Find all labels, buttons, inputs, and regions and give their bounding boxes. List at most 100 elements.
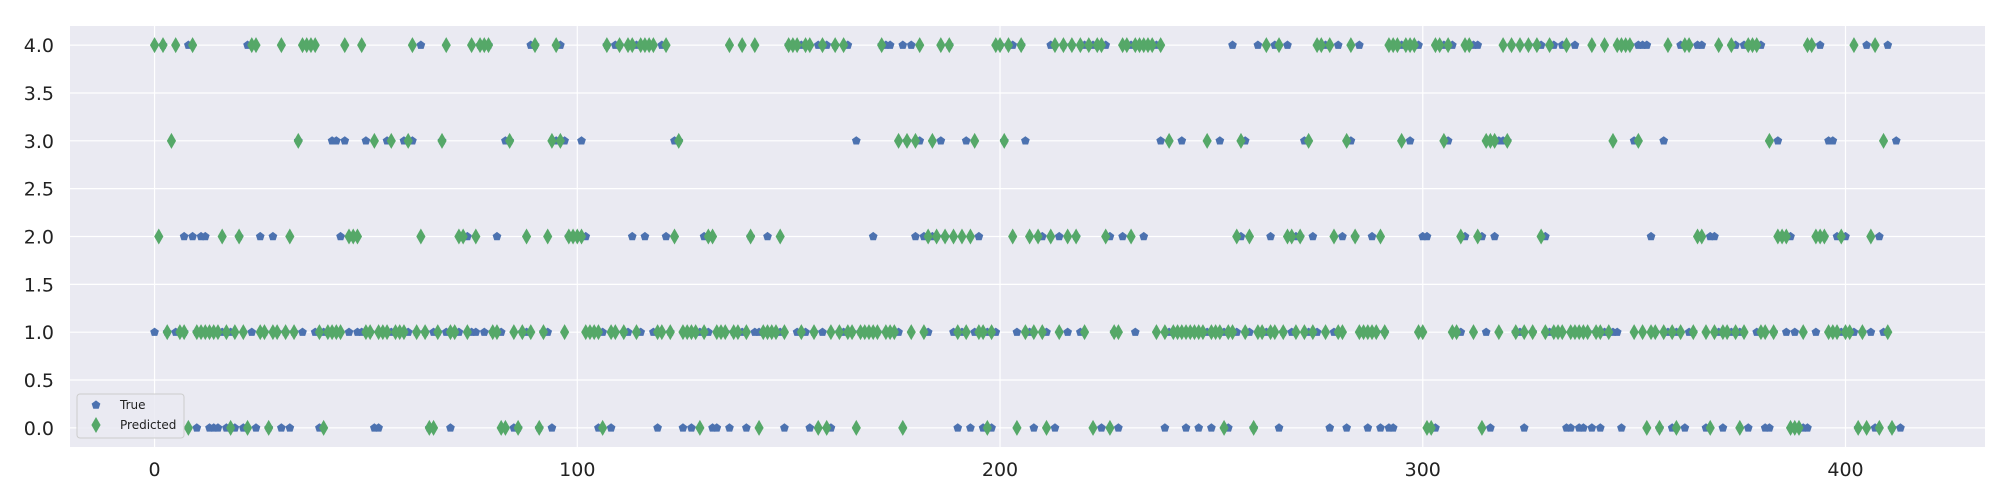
data-point-predicted bbox=[1058, 37, 1069, 54]
data-point-true bbox=[416, 40, 426, 49]
data-point-predicted bbox=[1849, 37, 1859, 54]
data-point-true bbox=[1367, 231, 1377, 241]
data-point-predicted bbox=[530, 37, 540, 54]
data-point-true bbox=[712, 423, 722, 432]
data-point-predicted bbox=[1054, 324, 1064, 341]
y-tick-label: 3.5 bbox=[24, 83, 54, 105]
data-point-predicted bbox=[733, 324, 743, 341]
data-point-predicted bbox=[407, 37, 418, 54]
data-point-predicted bbox=[1067, 37, 1077, 54]
data-point-predicted bbox=[1075, 37, 1085, 54]
data-point-predicted bbox=[1240, 324, 1250, 341]
data-point-true bbox=[1642, 40, 1652, 49]
data-point-true bbox=[331, 136, 341, 145]
data-point-predicted bbox=[1113, 324, 1123, 341]
data-point-predicted bbox=[906, 324, 916, 341]
data-point-true bbox=[479, 327, 489, 336]
x-tick-label: 100 bbox=[559, 459, 595, 481]
data-point-predicted bbox=[724, 37, 735, 54]
legend-marker-true bbox=[91, 400, 101, 409]
data-point-predicted bbox=[1418, 324, 1428, 341]
data-point-predicted bbox=[669, 228, 680, 245]
data-point-predicted bbox=[1714, 37, 1724, 54]
data-point-true bbox=[1363, 423, 1373, 432]
data-point-true bbox=[268, 231, 278, 241]
data-point-true bbox=[1781, 327, 1791, 336]
data-point-predicted bbox=[1764, 132, 1775, 149]
data-point-predicted bbox=[1299, 324, 1309, 341]
data-point-true bbox=[678, 423, 688, 432]
data-point-predicted bbox=[661, 37, 671, 54]
data-point-predicted bbox=[805, 37, 815, 54]
data-point-true bbox=[471, 327, 481, 336]
data-point-true bbox=[1029, 423, 1039, 432]
data-point-predicted bbox=[953, 324, 963, 341]
data-point-true bbox=[640, 231, 650, 241]
data-point-true bbox=[763, 231, 772, 241]
data-point-predicted bbox=[1342, 132, 1352, 149]
data-point-predicted bbox=[1464, 37, 1474, 54]
data-point-predicted bbox=[1544, 37, 1555, 54]
data-point-predicted bbox=[602, 37, 612, 54]
data-point-predicted bbox=[1629, 324, 1639, 341]
data-point-predicted bbox=[1198, 324, 1208, 341]
data-point-predicted bbox=[927, 132, 937, 149]
y-tick-label: 2.5 bbox=[24, 179, 54, 201]
data-point-predicted bbox=[1874, 419, 1884, 436]
data-point-predicted bbox=[365, 324, 375, 341]
y-axis: 0.0 0.5 1.0 1.5 2.0 2.5 3.0 3.5 4.0 bbox=[24, 35, 54, 440]
data-point-predicted bbox=[707, 228, 718, 245]
data-point-predicted bbox=[631, 324, 642, 341]
data-point-predicted bbox=[817, 37, 828, 54]
data-point-predicted bbox=[665, 324, 675, 341]
data-point-predicted bbox=[610, 324, 620, 341]
data-point-true bbox=[1743, 423, 1753, 432]
data-point-predicted bbox=[1769, 324, 1779, 341]
data-point-predicted bbox=[771, 324, 781, 341]
data-point-true bbox=[1566, 423, 1576, 432]
data-point-predicted bbox=[1308, 324, 1318, 341]
data-point-predicted bbox=[1709, 324, 1720, 341]
data-point-true bbox=[247, 327, 257, 336]
data-point-true bbox=[1570, 40, 1580, 49]
data-point-predicted bbox=[335, 324, 346, 341]
data-point-true bbox=[898, 40, 908, 49]
data-point-predicted bbox=[166, 132, 177, 149]
data-point-predicted bbox=[691, 324, 701, 341]
data-point-predicted bbox=[1494, 324, 1504, 341]
data-point-predicted bbox=[1122, 37, 1132, 54]
data-point-predicted bbox=[251, 37, 261, 54]
data-point-predicted bbox=[1760, 324, 1770, 341]
data-point-predicted bbox=[560, 324, 570, 341]
data-point-true bbox=[1811, 327, 1821, 336]
data-point-predicted bbox=[1599, 37, 1610, 54]
data-point-true bbox=[1803, 423, 1812, 432]
data-point-predicted bbox=[851, 419, 861, 436]
data-point-predicted bbox=[627, 37, 637, 54]
data-point-predicted bbox=[1156, 37, 1166, 54]
data-point-predicted bbox=[796, 324, 806, 341]
data-point-true bbox=[1354, 40, 1364, 49]
data-point-predicted bbox=[1583, 324, 1593, 341]
data-point-predicted bbox=[1063, 228, 1073, 245]
data-point-predicted bbox=[1650, 324, 1660, 341]
data-point-predicted bbox=[1456, 228, 1466, 245]
data-point-predicted bbox=[1781, 228, 1791, 245]
data-point-predicted bbox=[505, 132, 515, 149]
data-point-true bbox=[936, 136, 946, 145]
data-point-predicted bbox=[226, 419, 236, 436]
data-point-predicted bbox=[923, 228, 933, 245]
data-point-predicted bbox=[978, 324, 988, 341]
data-point-predicted bbox=[1236, 132, 1246, 149]
data-point-predicted bbox=[1041, 419, 1052, 436]
data-point-true bbox=[1228, 40, 1237, 49]
data-point-true bbox=[336, 231, 345, 241]
data-point-predicted bbox=[699, 324, 709, 341]
data-point-predicted bbox=[534, 419, 544, 436]
data-point-true bbox=[361, 136, 371, 145]
data-point-predicted bbox=[467, 37, 477, 54]
data-point-predicted bbox=[314, 324, 325, 341]
data-point-predicted bbox=[1490, 132, 1500, 149]
data-point-predicted bbox=[517, 324, 527, 341]
data-point-true bbox=[1710, 231, 1719, 241]
